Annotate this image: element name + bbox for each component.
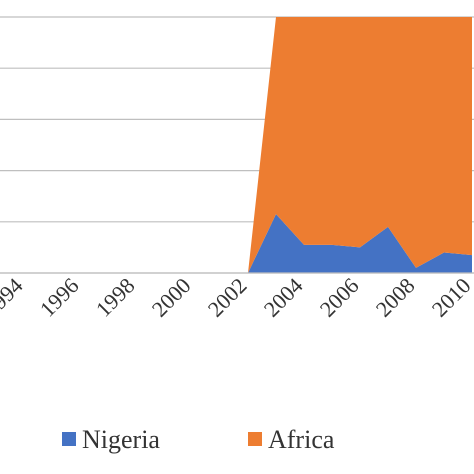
- area: [24, 17, 472, 273]
- x-tick-label: 2006: [315, 273, 364, 322]
- legend-label: Nigeria: [82, 425, 160, 454]
- legend-swatch: [248, 432, 262, 446]
- x-tick-label: 1998: [91, 273, 140, 322]
- area: [24, 214, 472, 273]
- x-tick-label: 2008: [371, 273, 420, 322]
- x-tick-label: 2002: [203, 273, 252, 322]
- x-tick-label: 2010: [427, 273, 474, 322]
- x-tick-label: 2000: [147, 273, 196, 322]
- x-tick-label: 1996: [35, 273, 84, 322]
- x-tick-label: 2004: [259, 273, 308, 322]
- legend-label: Africa: [268, 425, 335, 454]
- x-tick-label: 1994: [0, 273, 28, 322]
- legend-swatch: [62, 432, 76, 446]
